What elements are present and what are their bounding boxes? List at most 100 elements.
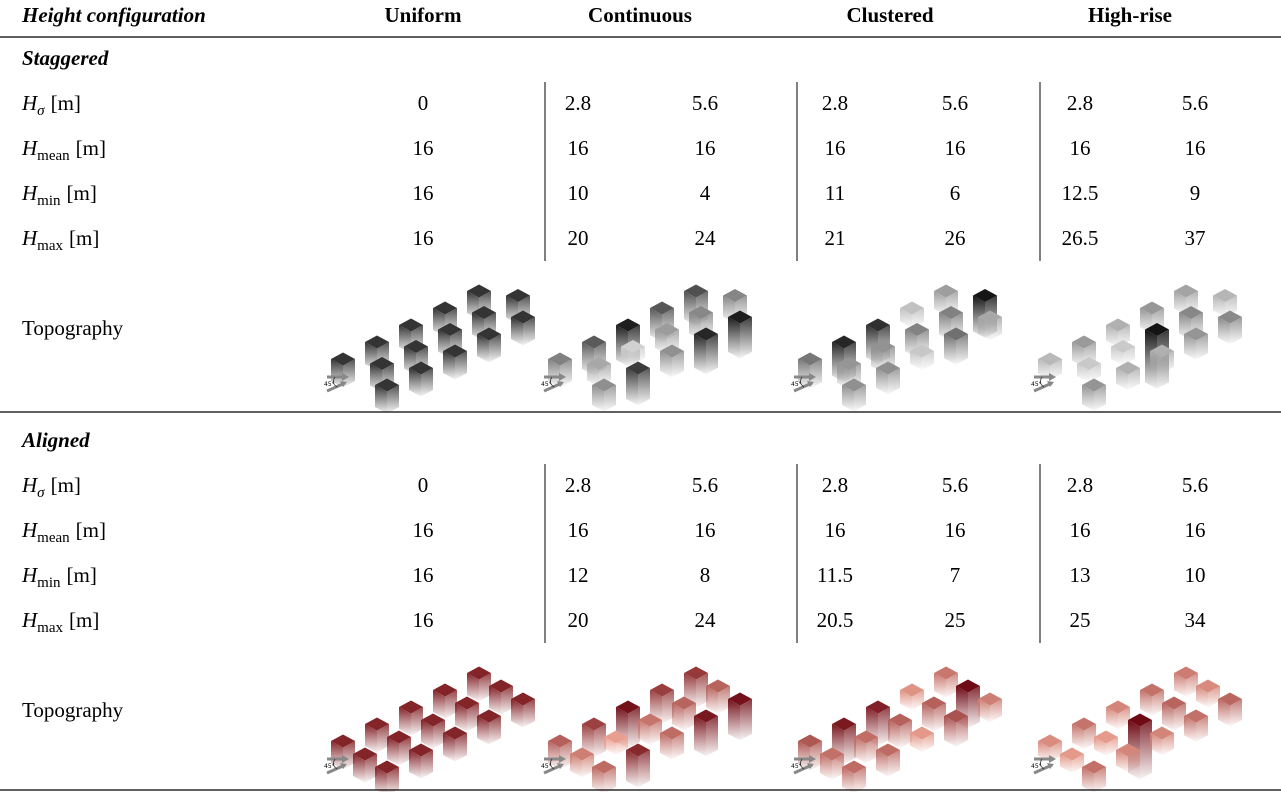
cell-value: 16 (945, 136, 966, 160)
cube-top (888, 713, 912, 727)
cube-top (944, 327, 968, 341)
cell-value: 16 (568, 518, 589, 542)
cube-top (404, 340, 428, 353)
cube-side (1184, 716, 1196, 742)
cube-top (854, 730, 878, 744)
cube-side (377, 724, 389, 753)
cube-side (978, 699, 990, 723)
cube-side (638, 368, 650, 406)
cube-side (837, 363, 849, 390)
cube-side (399, 737, 411, 766)
cube-side (888, 368, 900, 395)
cube-top (934, 284, 958, 298)
wind-arrow-head (807, 381, 814, 387)
cube-top (1106, 318, 1130, 332)
cube-side (343, 359, 355, 388)
cube-top (798, 734, 822, 748)
cube-side (696, 673, 708, 708)
cube-side (638, 720, 650, 745)
cube-top (978, 310, 1002, 324)
cube-top (1140, 683, 1164, 697)
cube-side (854, 767, 866, 792)
cube-top (626, 743, 650, 757)
cube-top (684, 284, 708, 298)
cube-top (477, 327, 501, 341)
cell-value: 16 (825, 136, 846, 160)
cube-side (854, 737, 866, 764)
cube-top (660, 726, 684, 740)
topography-label: Topography (22, 316, 124, 340)
cube-top (1038, 734, 1062, 748)
cube-top (1094, 730, 1118, 744)
cube-top (1038, 352, 1062, 366)
cube-top (706, 679, 730, 693)
cube-side (1152, 690, 1164, 716)
cube-side (1184, 334, 1196, 360)
angle-arc (550, 376, 555, 388)
cube-top (939, 306, 963, 319)
cell-value: 11 (825, 181, 845, 205)
cube-side (587, 363, 599, 387)
cube-side (978, 317, 990, 341)
cube-side (660, 733, 672, 760)
cube-top (511, 310, 535, 324)
cell-value: 2.8 (1067, 91, 1093, 115)
cube-top (375, 378, 399, 392)
wind-arrow-head (340, 763, 347, 769)
cube-top (616, 700, 640, 714)
cube-top (922, 696, 946, 710)
cube-top (910, 726, 934, 740)
cube-side (1072, 724, 1084, 750)
cube-top (455, 696, 479, 710)
cube-top (409, 743, 433, 757)
wind-arrow-head (342, 373, 349, 381)
cube-side (1174, 291, 1186, 315)
topography-picture: 45° (324, 666, 535, 792)
cell-value: 16 (825, 518, 846, 542)
cube-top (604, 730, 628, 744)
angle-arc (1040, 758, 1045, 770)
cube-side (433, 720, 445, 749)
cell-value: 20.5 (817, 608, 854, 632)
cube-top (1213, 289, 1237, 302)
cube-top (956, 679, 980, 693)
cube-top (409, 361, 433, 375)
cell-value: 5.6 (692, 473, 718, 497)
cell-value: 16 (1185, 518, 1206, 542)
cube-side (1072, 342, 1084, 368)
cell-value: 9 (1190, 181, 1201, 205)
cube-top (694, 709, 718, 723)
cube-side (728, 317, 740, 359)
cube-side (560, 359, 572, 388)
cube-side (626, 750, 638, 788)
cube-top (511, 692, 535, 706)
column-header: High-rise (1088, 3, 1172, 27)
row-subscript: max (37, 238, 63, 254)
cube-top (900, 301, 924, 315)
cell-value: 16 (945, 518, 966, 542)
column-header: Uniform (385, 3, 462, 27)
cube-top (621, 340, 645, 353)
cube-top (1116, 743, 1140, 757)
cube-side (353, 754, 365, 783)
section-title: Staggered (22, 46, 109, 70)
cube-side (477, 334, 489, 363)
angle-arc (800, 758, 805, 770)
cube-side (650, 720, 662, 745)
row-symbol: H (21, 136, 39, 160)
cube-side (489, 686, 501, 715)
topography-picture: 45° (541, 666, 752, 792)
cube-top (365, 717, 389, 731)
cube-side (626, 368, 638, 406)
cube-side (662, 690, 674, 724)
cell-value: 10 (568, 181, 589, 205)
cell-value: 16 (413, 136, 434, 160)
cube-side (331, 741, 343, 770)
cube-side (728, 699, 740, 741)
cell-value: 16 (695, 518, 716, 542)
wind-arrow-head (559, 755, 566, 763)
cube-top (370, 357, 394, 370)
cube-side (489, 716, 501, 745)
cell-value: 5.6 (1182, 473, 1208, 497)
cell-value: 2.8 (565, 473, 591, 497)
